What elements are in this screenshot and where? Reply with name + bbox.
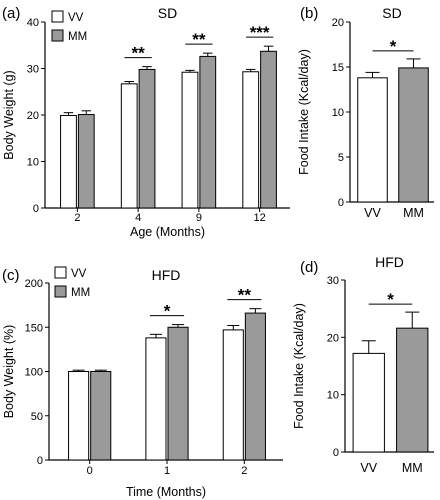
x-tick-label: 2	[241, 465, 247, 477]
panel-label: (b)	[300, 5, 318, 22]
bar-vv	[120, 83, 138, 209]
bar-mm	[199, 55, 217, 209]
bar-mm	[398, 67, 429, 203]
y-tick-label: 5	[338, 152, 344, 164]
y-tick-label: 20	[327, 332, 339, 344]
bar-mm	[244, 312, 266, 461]
x-tick-label: 12	[254, 212, 266, 224]
panel-a: (a) SD 0 10 20 30 40 Body Weight (g) Age (Months…	[2, 5, 290, 239]
y-tick-label: 0	[37, 455, 43, 467]
chart-title: SD	[158, 5, 177, 21]
y-tick-label: 15	[332, 62, 344, 74]
legend-label: VV	[71, 268, 87, 280]
y-tick-label: 20	[27, 110, 39, 122]
significance-marker: *	[387, 290, 394, 309]
x-tick-label: 4	[135, 212, 141, 224]
chart-title: HFD	[375, 254, 404, 270]
y-axis-label: Food Intake (Kcal/day)	[297, 49, 311, 175]
panel-label: (c)	[2, 267, 20, 284]
bar-vv	[352, 352, 385, 453]
y-axis-label: Body Weight (g)	[2, 70, 16, 159]
y-axis-label: Food Intake (Kcal/day)	[292, 303, 306, 429]
chart-title: SD	[382, 5, 401, 21]
bar-vv	[60, 114, 77, 209]
panel-d: (d) HFD 0 10 20 30 Food Intake (Kcal/day) VV MM *	[292, 254, 434, 475]
significance-marker: **	[238, 286, 252, 305]
x-tick-label: MM	[402, 461, 423, 475]
y-tick-label: 10	[327, 390, 339, 402]
bar-vv	[357, 77, 388, 203]
legend-label: VV	[68, 12, 84, 24]
significance-marker: ***	[250, 23, 270, 42]
legend-label: MM	[68, 31, 87, 43]
bar-mm	[260, 50, 277, 209]
legend-swatch-mm	[51, 29, 64, 42]
bar-vv	[68, 371, 90, 461]
bar-vv	[242, 71, 260, 209]
y-tick-label: 50	[31, 411, 43, 423]
bar-vv	[145, 337, 167, 461]
bar-mm	[396, 327, 429, 453]
significance-marker: *	[164, 302, 171, 321]
bar-mm	[167, 326, 189, 461]
significance-marker: *	[390, 37, 397, 56]
y-tick-label: 150	[25, 322, 43, 334]
panel-b: (b) SD 0 5 10 15 20 Food Intake (Kcal/day) VV MM *	[297, 5, 434, 220]
x-tick-label: 9	[196, 212, 202, 224]
y-tick-label: 200	[25, 278, 43, 290]
significance-marker: **	[132, 44, 146, 63]
y-tick-label: 40	[27, 17, 39, 29]
legend-label: MM	[71, 287, 90, 299]
x-axis-label: Time (Months)	[126, 485, 206, 499]
bar-mm	[90, 371, 112, 461]
y-tick-label: 10	[332, 107, 344, 119]
bar-mm	[138, 68, 156, 209]
x-tick-label: VV	[360, 461, 377, 475]
y-tick-label: 0	[333, 447, 339, 459]
significance-marker: **	[192, 30, 206, 49]
legend-swatch-mm	[54, 285, 67, 298]
x-tick-label: 1	[164, 465, 170, 477]
y-tick-label: 0	[33, 203, 39, 215]
legend-swatch-vv	[54, 266, 67, 279]
x-tick-label: MM	[403, 206, 424, 220]
x-tick-label: 0	[87, 465, 93, 477]
panel-c: (c) HFD 0 50 100 150 200 Body Weight (%) Time (M…	[2, 266, 283, 499]
y-tick-label: 20	[332, 17, 344, 29]
x-tick-label: 2	[74, 212, 80, 224]
y-tick-label: 30	[327, 275, 339, 287]
legend-swatch-vv	[51, 10, 64, 23]
y-tick-label: 100	[25, 367, 43, 379]
y-axis-label: Body Weight (%)	[2, 325, 16, 419]
panel-label: (d)	[300, 259, 318, 276]
panel-label: (a)	[2, 5, 20, 22]
x-tick-label: VV	[364, 206, 381, 220]
bar-vv	[222, 329, 244, 461]
x-axis-label: Age (Months)	[130, 225, 205, 239]
y-tick-label: 10	[27, 157, 39, 169]
bar-mm	[77, 114, 95, 209]
bar-vv	[181, 71, 199, 209]
y-tick-label: 0	[338, 197, 344, 209]
chart-title: HFD	[152, 267, 181, 283]
y-tick-label: 30	[27, 64, 39, 76]
